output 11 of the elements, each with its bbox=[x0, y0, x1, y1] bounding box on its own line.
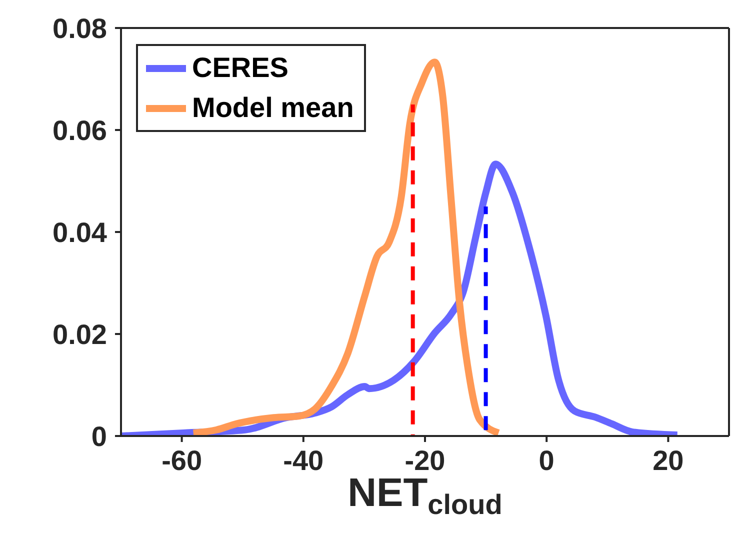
y-tick-label: 0 bbox=[91, 420, 107, 452]
y-tick-label: 0.04 bbox=[52, 216, 108, 248]
y-tick-label: 0.02 bbox=[52, 318, 107, 350]
x-tick-label: -60 bbox=[162, 444, 202, 476]
legend-label: Model mean bbox=[192, 91, 354, 125]
x-tick-label: 0 bbox=[538, 444, 554, 476]
x-tick-label: 20 bbox=[652, 444, 684, 476]
x-tick-label: -40 bbox=[283, 444, 324, 476]
y-tick-label: 0.06 bbox=[52, 114, 107, 146]
legend-label: CERES bbox=[192, 51, 288, 85]
y-tick-label: 0.08 bbox=[52, 12, 107, 44]
